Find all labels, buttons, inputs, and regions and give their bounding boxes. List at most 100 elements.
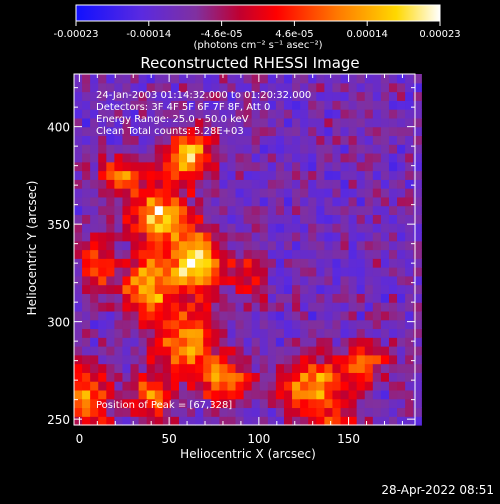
heatmap-cell [235, 249, 245, 259]
heatmap-cell [138, 275, 148, 286]
heatmap-cell [267, 214, 277, 224]
heatmap-cell [388, 214, 398, 224]
heatmap-cell [187, 74, 196, 84]
heatmap-cell [380, 258, 390, 268]
heatmap-cell [380, 267, 390, 277]
heatmap-cell [292, 179, 301, 189]
heatmap-cell [187, 170, 196, 180]
heatmap-cell [324, 117, 334, 128]
heatmap-cell [405, 310, 414, 321]
heatmap-cell [332, 117, 342, 128]
heatmap-cell [170, 188, 180, 198]
heatmap-cell [283, 310, 293, 321]
heatmap-cell [308, 381, 317, 391]
heatmap-cell [356, 267, 366, 277]
heatmap-cell [114, 284, 124, 294]
heatmap-cell [219, 258, 229, 268]
heatmap-cell [324, 372, 334, 382]
heatmap-cell [106, 328, 115, 338]
heatmap-cell [146, 407, 156, 417]
heatmap-cell [203, 82, 212, 93]
heatmap-cell [413, 223, 422, 233]
y-tick-label: 250 [47, 413, 70, 427]
heatmap-cell [170, 161, 180, 172]
heatmap-cell [106, 284, 115, 294]
heatmap-cell [211, 267, 220, 277]
heatmap-cell [300, 223, 309, 233]
heatmap-cell [267, 126, 277, 137]
heatmap-cell [251, 293, 261, 303]
heatmap-image [74, 74, 422, 426]
heatmap-cell [106, 416, 115, 426]
heatmap-cell [146, 196, 156, 207]
heatmap-cell [162, 188, 172, 198]
heatmap-cell [324, 214, 334, 224]
heatmap-cell [122, 389, 132, 400]
heatmap-cell [211, 144, 220, 154]
heatmap-cell [146, 152, 156, 163]
heatmap-cell [259, 214, 269, 224]
heatmap-cell [332, 337, 342, 347]
heatmap-cell [227, 214, 237, 224]
heatmap-cell [388, 100, 398, 110]
heatmap-cell [106, 267, 115, 277]
heatmap-cell [154, 293, 164, 303]
heatmap-cell [106, 319, 115, 330]
heatmap-cell [138, 144, 148, 154]
heatmap-cell [187, 258, 196, 268]
heatmap-cell [243, 179, 253, 189]
heatmap-cell [292, 196, 301, 207]
heatmap-cell [211, 170, 220, 180]
heatmap-cell [187, 293, 196, 303]
heatmap-cell [195, 196, 204, 207]
heatmap-cell [308, 249, 317, 259]
heatmap-cell [275, 179, 285, 189]
heatmap-cell [235, 346, 245, 356]
heatmap-cell [405, 267, 414, 277]
heatmap-cell [162, 267, 172, 277]
heatmap-cell [114, 302, 124, 312]
heatmap-cell [397, 249, 406, 259]
heatmap-cell [356, 249, 366, 259]
heatmap-cell [356, 179, 366, 189]
heatmap-cell [324, 284, 334, 294]
heatmap-cell [316, 293, 325, 303]
heatmap-cell [162, 416, 172, 426]
heatmap-cell [292, 144, 301, 154]
heatmap-cell [146, 372, 156, 382]
heatmap-cell [98, 337, 107, 347]
heatmap-cell [187, 117, 196, 128]
heatmap-cell [413, 179, 422, 189]
heatmap-cell [203, 135, 212, 145]
heatmap-cell [292, 117, 301, 128]
heatmap-cell [388, 161, 398, 172]
heatmap-cell [380, 117, 390, 128]
heatmap-cell [388, 188, 398, 198]
heatmap-cell [106, 144, 115, 154]
heatmap-cell [235, 214, 245, 224]
heatmap-cell [195, 249, 204, 259]
heatmap-cell [154, 240, 164, 251]
heatmap-cell [340, 275, 350, 286]
heatmap-cell [106, 258, 115, 268]
heatmap-cell [259, 152, 269, 163]
heatmap-cell [267, 337, 277, 347]
heatmap-cell [308, 135, 317, 145]
heatmap-cell [332, 126, 342, 137]
heatmap-cell [90, 223, 99, 233]
heatmap-cell [74, 117, 83, 128]
heatmap-cell [292, 293, 301, 303]
y-axis-label: Heliocentric Y (arcsec) [25, 181, 39, 316]
heatmap-cell [170, 205, 180, 216]
heatmap-cell [243, 275, 253, 286]
heatmap-cell [235, 152, 245, 163]
heatmap-cell [138, 214, 148, 224]
heatmap-cell [348, 91, 358, 101]
heatmap-cell [324, 337, 334, 347]
heatmap-cell [316, 354, 325, 365]
heatmap-cell [82, 381, 91, 391]
heatmap-cell [219, 249, 229, 259]
heatmap-cell [90, 416, 99, 426]
heatmap-cell [98, 135, 107, 145]
heatmap-cell [211, 223, 220, 233]
